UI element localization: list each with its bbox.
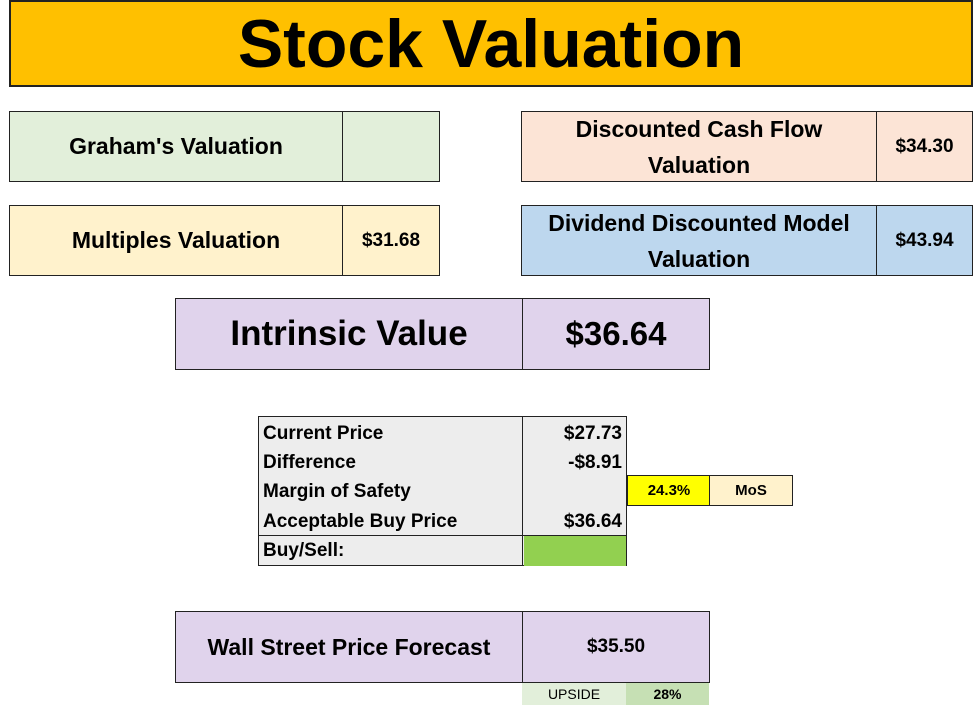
margin-of-safety-value <box>522 477 626 507</box>
dcf-valuation-label: Discounted Cash Flow Valuation <box>522 112 876 181</box>
summary-table: Current Price $27.73 Difference -$8.91 M… <box>258 416 627 566</box>
buy-sell-label: Buy/Sell: <box>263 540 345 561</box>
current-price-value: $27.73 <box>563 423 622 444</box>
grahams-valuation-label: Graham's Valuation <box>69 133 283 159</box>
table-row: Acceptable Buy Price $36.64 <box>259 507 626 537</box>
intrinsic-value-card: Intrinsic Value $36.64 <box>175 298 710 370</box>
ddm-valuation-value: $43.94 <box>876 206 972 275</box>
intrinsic-value-label: Intrinsic Value <box>230 314 468 353</box>
difference-label: Difference <box>263 452 356 473</box>
wall-street-forecast-label: Wall Street Price Forecast <box>207 633 491 660</box>
ddm-valuation-label: Dividend Discounted Model Valuation <box>522 206 876 275</box>
ddm-label-line2: Valuation <box>647 245 751 272</box>
ddm-label-line1: Dividend Discounted Model <box>548 209 850 236</box>
grahams-valuation-value <box>342 112 439 181</box>
margin-of-safety-label: Margin of Safety <box>263 481 411 502</box>
upside-label: UPSIDE <box>522 683 626 705</box>
mos-percent-cell: 24.3% <box>627 475 711 506</box>
acceptable-buy-price-label: Acceptable Buy Price <box>263 511 458 532</box>
summary-column-divider <box>522 417 523 565</box>
upside-value: 28% <box>626 683 709 705</box>
table-row: Buy/Sell: <box>259 535 626 566</box>
wall-street-forecast-card: Wall Street Price Forecast $35.50 <box>175 611 710 683</box>
table-row: Current Price $27.73 <box>259 419 626 449</box>
dcf-valuation-value: $34.30 <box>876 112 972 181</box>
difference-value: -$8.91 <box>568 452 622 473</box>
multiples-valuation-card: Multiples Valuation $31.68 <box>9 205 440 276</box>
multiples-valuation-label: Multiples Valuation <box>71 227 281 253</box>
intrinsic-value-value: $36.64 <box>522 299 709 369</box>
mos-label-cell: MoS <box>709 475 793 506</box>
page-title: Stock Valuation <box>9 0 973 87</box>
current-price-label: Current Price <box>263 423 384 444</box>
buy-sell-indicator <box>523 536 626 566</box>
wall-street-forecast-value: $35.50 <box>522 612 709 682</box>
multiples-valuation-value: $31.68 <box>342 206 439 275</box>
acceptable-buy-price-value: $36.64 <box>563 511 622 532</box>
dcf-label-line2: Valuation <box>647 151 751 178</box>
table-row: Difference -$8.91 <box>259 448 626 478</box>
grahams-valuation-card: Graham's Valuation <box>9 111 440 182</box>
ddm-valuation-card: Dividend Discounted Model Valuation $43.… <box>521 205 973 276</box>
table-row: Margin of Safety <box>259 477 626 507</box>
dcf-label-line1: Discounted Cash Flow <box>575 115 823 142</box>
dcf-valuation-card: Discounted Cash Flow Valuation $34.30 <box>521 111 973 182</box>
